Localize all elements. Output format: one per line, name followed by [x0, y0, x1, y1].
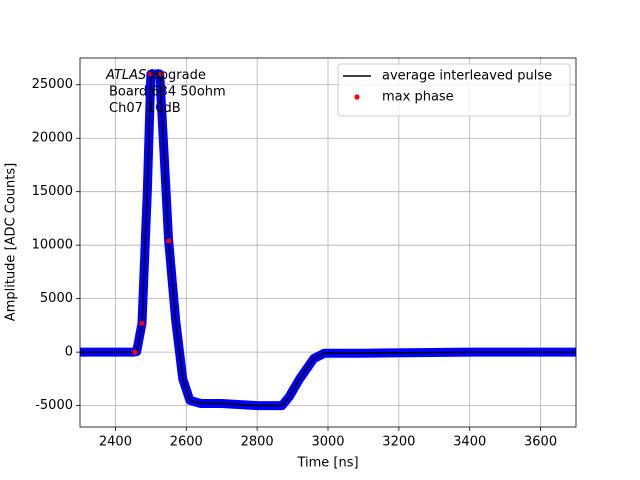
annotation: ATLAS Upgrade	[105, 68, 206, 83]
x-tick-label: 2600	[170, 435, 203, 450]
data-point	[158, 71, 164, 77]
annotation-text: Upgrade	[150, 68, 206, 83]
y-tick-label: 15000	[32, 184, 73, 199]
axes-frame	[79, 57, 577, 428]
plot-area	[80, 69, 576, 411]
x-tick-label: 3600	[524, 435, 557, 450]
y-tick-label: 10000	[32, 238, 73, 253]
legend-marker	[354, 94, 360, 100]
annotation-italic: ATLAS	[105, 68, 146, 83]
legend-label: max phase	[382, 90, 454, 105]
data-point	[132, 349, 138, 355]
y-axis-label: Amplitude [ADC Counts]	[4, 163, 19, 321]
legend-box	[337, 63, 571, 117]
data-point	[139, 320, 145, 326]
y-tick-label: 20000	[32, 131, 73, 146]
data-point	[166, 238, 172, 244]
x-tick-label: 3000	[311, 435, 344, 450]
annotation-line: Board 634 50ohm	[109, 85, 226, 100]
annotation-line: Ch07 10dB	[109, 101, 181, 116]
y-tick-label: 25000	[32, 77, 73, 92]
x-axis-label: Time [ns]	[296, 456, 358, 471]
x-tick-label: 2800	[241, 435, 274, 450]
legend-label: average interleaved pulse	[382, 69, 552, 84]
line	[80, 73, 576, 407]
x-tick-label: 2400	[99, 435, 132, 450]
x-tick-label: 3400	[453, 435, 486, 450]
y-tick-label: 5000	[40, 291, 73, 306]
x-tick-label: 3200	[382, 435, 415, 450]
y-tick-label: 0	[65, 345, 73, 360]
data-point	[148, 71, 154, 77]
y-tick-label: -5000	[35, 398, 73, 413]
